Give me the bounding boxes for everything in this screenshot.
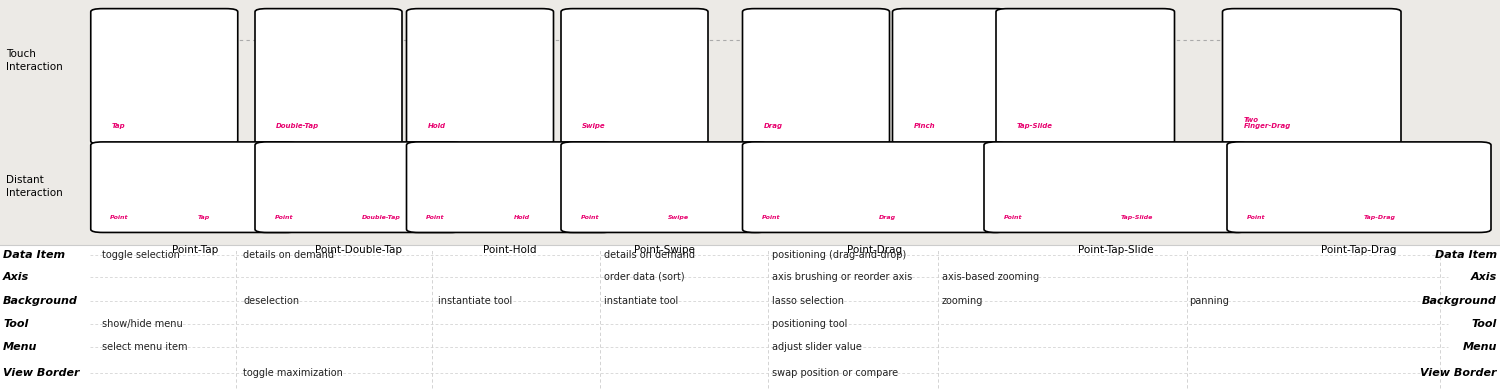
- Text: swap position or compare: swap position or compare: [772, 368, 898, 378]
- Text: Point: Point: [426, 214, 444, 220]
- Text: Drag: Drag: [879, 214, 897, 220]
- Bar: [0, 0, 1500, 245]
- Text: details on demand: details on demand: [243, 250, 334, 260]
- Text: Double-Tap: Double-Tap: [362, 214, 401, 220]
- Text: Tool: Tool: [3, 319, 29, 328]
- Text: Data Item: Data Item: [1436, 250, 1497, 260]
- Text: Axis: Axis: [3, 272, 30, 281]
- FancyBboxPatch shape: [255, 9, 402, 144]
- Text: details on demand: details on demand: [604, 250, 696, 260]
- Text: Pinch: Pinch: [914, 123, 934, 129]
- Text: positioning (drag-and-drop): positioning (drag-and-drop): [772, 250, 906, 260]
- Text: Point: Point: [111, 214, 129, 220]
- Text: View Border: View Border: [3, 368, 80, 378]
- Text: lasso selection: lasso selection: [772, 296, 844, 306]
- Text: show/hide menu: show/hide menu: [102, 319, 183, 328]
- FancyBboxPatch shape: [742, 142, 1006, 232]
- Text: Swipe: Swipe: [582, 123, 606, 129]
- Text: Background: Background: [3, 296, 78, 306]
- Text: Two-Finger Drag: Two-Finger Drag: [1270, 157, 1354, 167]
- Text: Tap: Tap: [156, 157, 172, 167]
- Text: axis brushing or reorder axis: axis brushing or reorder axis: [772, 272, 912, 281]
- FancyBboxPatch shape: [742, 9, 890, 144]
- Text: Two
Finger-Drag: Two Finger-Drag: [1244, 117, 1290, 129]
- Text: toggle maximization: toggle maximization: [243, 368, 344, 378]
- Text: Background: Background: [1422, 296, 1497, 306]
- FancyBboxPatch shape: [92, 142, 297, 232]
- Text: Tap-Slide: Tap-Slide: [1120, 214, 1154, 220]
- Text: adjust slider value: adjust slider value: [772, 342, 862, 352]
- Text: panning: panning: [1190, 296, 1230, 306]
- FancyBboxPatch shape: [561, 9, 708, 144]
- Text: Swipe: Swipe: [668, 214, 690, 220]
- Text: Hold: Hold: [427, 123, 445, 129]
- FancyBboxPatch shape: [92, 9, 237, 144]
- Text: Point-Drag: Point-Drag: [847, 245, 901, 255]
- Text: axis-based zooming: axis-based zooming: [942, 272, 1040, 281]
- Text: positioning tool: positioning tool: [772, 319, 847, 328]
- Text: Point-Swipe: Point-Swipe: [634, 245, 694, 255]
- FancyBboxPatch shape: [984, 142, 1248, 232]
- Text: Point-Tap-Slide: Point-Tap-Slide: [1078, 245, 1154, 255]
- Text: Data Item: Data Item: [3, 250, 64, 260]
- Text: Swipe: Swipe: [620, 157, 650, 167]
- Text: instantiate tool: instantiate tool: [438, 296, 512, 306]
- Text: Tap-Slide: Tap-Slide: [1062, 157, 1110, 167]
- Text: Tap-Drag: Tap-Drag: [1364, 214, 1396, 220]
- Text: Drag: Drag: [764, 123, 783, 129]
- Text: Hold: Hold: [513, 214, 529, 220]
- Text: Point: Point: [1004, 214, 1022, 220]
- Text: order data (sort): order data (sort): [604, 272, 686, 281]
- Text: Point: Point: [1246, 214, 1264, 220]
- FancyBboxPatch shape: [1227, 142, 1491, 232]
- Text: Drag: Drag: [804, 157, 828, 167]
- Text: Hold: Hold: [468, 157, 492, 167]
- Text: Point-Tap: Point-Tap: [172, 245, 217, 255]
- Text: instantiate tool: instantiate tool: [604, 296, 678, 306]
- Text: Touch
Interaction: Touch Interaction: [6, 49, 63, 73]
- Text: Tap: Tap: [198, 214, 210, 220]
- Text: Point-Tap-Drag: Point-Tap-Drag: [1322, 245, 1396, 255]
- Text: select menu item: select menu item: [102, 342, 188, 352]
- FancyBboxPatch shape: [996, 9, 1174, 144]
- Text: Tap: Tap: [112, 123, 126, 129]
- Text: Double-Tap: Double-Tap: [300, 157, 357, 167]
- FancyBboxPatch shape: [1222, 9, 1401, 144]
- Text: Axis: Axis: [1470, 272, 1497, 281]
- Text: Tap-Slide: Tap-Slide: [1017, 123, 1053, 129]
- Text: Point: Point: [580, 214, 598, 220]
- Text: View Border: View Border: [1420, 368, 1497, 378]
- FancyBboxPatch shape: [892, 9, 1008, 144]
- FancyBboxPatch shape: [255, 142, 462, 232]
- FancyBboxPatch shape: [406, 9, 554, 144]
- Text: Menu: Menu: [1462, 342, 1497, 352]
- Text: Pinch: Pinch: [938, 157, 964, 167]
- Text: zooming: zooming: [942, 296, 984, 306]
- Text: Point: Point: [762, 214, 780, 220]
- Text: Point: Point: [274, 214, 292, 220]
- Text: Tool: Tool: [1472, 319, 1497, 328]
- Text: Double-Tap: Double-Tap: [276, 123, 320, 129]
- Text: Menu: Menu: [3, 342, 38, 352]
- Text: Point-Double-Tap: Point-Double-Tap: [315, 245, 402, 255]
- FancyBboxPatch shape: [406, 142, 614, 232]
- Text: deselection: deselection: [243, 296, 298, 306]
- Text: toggle selection: toggle selection: [102, 250, 180, 260]
- FancyBboxPatch shape: [561, 142, 768, 232]
- Text: Point-Hold: Point-Hold: [483, 245, 537, 255]
- Text: Distant
Interaction: Distant Interaction: [6, 174, 63, 198]
